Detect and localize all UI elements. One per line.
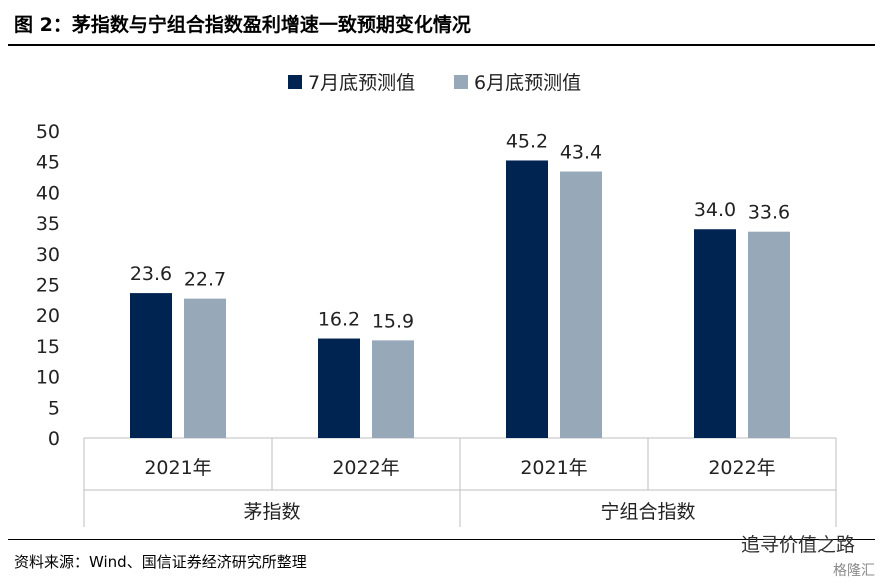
legend-swatch-1	[288, 75, 302, 89]
data-label: 43.4	[560, 142, 602, 164]
bar-series2-cat3	[560, 171, 602, 439]
data-label: 16.2	[318, 309, 360, 331]
data-label: 33.6	[748, 202, 790, 224]
x-category-label: 2021年	[520, 457, 587, 479]
bar-series1-cat4	[694, 229, 736, 438]
data-label: 22.7	[184, 269, 226, 291]
x-category-label: 2022年	[708, 457, 775, 479]
y-tick-label: 0	[48, 428, 60, 450]
x-category-label: 2021年	[144, 457, 211, 479]
legend-label-2: 6月底预测值	[474, 72, 581, 94]
data-label: 34.0	[694, 199, 736, 221]
bar-chart: 7月底预测值 6月底预测值 0 5 10 15 20 25 30 35 40 45 50 23.6 22.7…	[36, 72, 837, 527]
source-rule	[8, 539, 875, 540]
bar-series2-cat2	[372, 340, 414, 438]
x-category-label: 2022年	[332, 457, 399, 479]
data-label: 45.2	[506, 130, 548, 152]
source-note: 资料来源：Wind、国信证券经济研究所整理	[14, 553, 307, 571]
data-label: 23.6	[130, 263, 172, 285]
y-tick-label: 40	[36, 182, 60, 204]
x-group-label: 茅指数	[243, 501, 300, 523]
legend-label-1: 7月底预测值	[308, 72, 415, 94]
y-tick-label: 30	[36, 244, 60, 266]
bar-series2-cat1	[184, 298, 226, 438]
data-label: 15.9	[372, 310, 414, 332]
x-group-label: 宁组合指数	[600, 501, 695, 523]
y-tick-label: 35	[36, 213, 60, 235]
title-rule	[8, 44, 875, 46]
y-tick-label: 20	[36, 305, 60, 327]
watermark: 追寻价值之路	[740, 534, 855, 556]
bar-series2-cat4	[748, 231, 790, 438]
bar-series1-cat2	[318, 338, 360, 438]
bar-series1-cat3	[506, 160, 548, 439]
watermark-sub: 格隆汇	[833, 563, 875, 579]
y-tick-label: 25	[36, 275, 60, 297]
y-tick-label: 45	[36, 152, 60, 174]
figure-title: 图 2：茅指数与宁组合指数盈利增速一致预期变化情况	[14, 14, 471, 36]
y-tick-label: 10	[36, 367, 60, 389]
y-tick-label: 15	[36, 336, 60, 358]
y-tick-label: 5	[48, 397, 60, 419]
y-tick-label: 50	[36, 121, 60, 143]
bar-series1-cat1	[130, 293, 172, 438]
legend-swatch-2	[454, 75, 468, 89]
